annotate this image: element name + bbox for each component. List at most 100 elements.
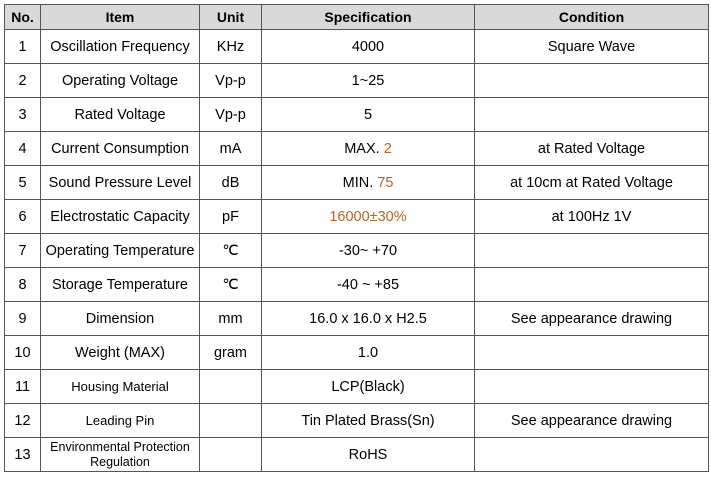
cell-item: Oscillation Frequency [40,29,200,64]
cell-item: Leading Pin [40,403,200,438]
spec-text: 1.0 [357,344,379,361]
cell-item: Rated Voltage [40,97,200,132]
cell-item: Dimension [40,301,200,336]
table-row: 1 Oscillation Frequency KHz 4000 Square … [4,29,709,64]
cell-condition [474,369,709,404]
cell-item: Storage Temperature [40,267,200,302]
header-specification: Specification [261,4,475,30]
table-row: 11 Housing Material LCP(Black) [4,369,709,404]
cell-no: 8 [4,267,41,302]
cell-spec: Tin Plated Brass(Sn) [261,403,475,438]
cell-unit: KHz [199,29,262,64]
cell-unit: mm [199,301,262,336]
specification-table: No. Item Unit Specification Condition 1 … [4,4,709,472]
spec-text: 16.0 x 16.0 x H2.5 [309,310,427,327]
spec-highlight: 75 [377,174,394,191]
spec-text: 5 [363,106,373,123]
spec-highlight: 16000±30% [329,208,407,225]
spec-text: LCP(Black) [331,378,405,395]
cell-condition [474,267,709,302]
cell-item: Housing Material [40,369,200,404]
spec-text: RoHS [348,446,388,463]
cell-spec: 4000 [261,29,475,64]
cell-item: Environmental Protection Regulation [40,437,200,472]
cell-no: 1 [4,29,41,64]
cell-no: 3 [4,97,41,132]
spec-text: 1~25 [351,72,385,89]
cell-condition [474,335,709,370]
header-no: No. [4,4,41,30]
spec-text: -30~ +70 [338,242,398,259]
cell-spec: MIN. 75 [261,165,475,200]
spec-text: Tin Plated Brass(Sn) [301,412,435,429]
cell-no: 6 [4,199,41,234]
cell-spec: LCP(Black) [261,369,475,404]
cell-condition: at Rated Voltage [474,131,709,166]
cell-condition: Square Wave [474,29,709,64]
cell-unit: gram [199,335,262,370]
cell-no: 7 [4,233,41,268]
cell-spec: -30~ +70 [261,233,475,268]
cell-spec: -40 ~ +85 [261,267,475,302]
cell-item: Weight (MAX) [40,335,200,370]
cell-unit: Vp-p [199,97,262,132]
cell-unit: mA [199,131,262,166]
cell-no: 9 [4,301,41,336]
cell-no: 4 [4,131,41,166]
table-row: 13 Environmental Protection Regulation R… [4,437,709,472]
table-row: 12 Leading Pin Tin Plated Brass(Sn) See … [4,403,709,438]
table-row: 5 Sound Pressure Level dB MIN. 75 at 10c… [4,165,709,200]
cell-no: 11 [4,369,41,404]
table-row: 9 Dimension mm 16.0 x 16.0 x H2.5 See ap… [4,301,709,336]
cell-unit: Vp-p [199,63,262,98]
spec-text: -40 ~ +85 [336,276,400,293]
spec-text: 4000 [351,38,385,55]
cell-no: 12 [4,403,41,438]
cell-condition [474,63,709,98]
spec-text: MAX. [344,140,384,157]
cell-item: Operating Temperature [40,233,200,268]
table-row: 7 Operating Temperature ℃ -30~ +70 [4,233,709,268]
cell-spec: MAX. 2 [261,131,475,166]
cell-condition: See appearance drawing [474,403,709,438]
cell-no: 2 [4,63,41,98]
cell-spec: 1~25 [261,63,475,98]
cell-unit: dB [199,165,262,200]
cell-unit: ℃ [199,267,262,302]
table-row: 6 Electrostatic Capacity pF 16000±30% at… [4,199,709,234]
cell-item: Sound Pressure Level [40,165,200,200]
table-row: 2 Operating Voltage Vp-p 1~25 [4,63,709,98]
cell-unit [199,437,262,472]
header-unit: Unit [199,4,262,30]
cell-unit [199,369,262,404]
cell-unit: pF [199,199,262,234]
cell-no: 10 [4,335,41,370]
cell-condition: at 10cm at Rated Voltage [474,165,709,200]
spec-text: MIN. [342,174,378,191]
cell-item: Current Consumption [40,131,200,166]
cell-item: Electrostatic Capacity [40,199,200,234]
table-row: 4 Current Consumption mA MAX. 2 at Rated… [4,131,709,166]
cell-condition [474,437,709,472]
cell-condition: at 100Hz 1V [474,199,709,234]
cell-condition: See appearance drawing [474,301,709,336]
cell-unit [199,403,262,438]
table-row: 3 Rated Voltage Vp-p 5 [4,97,709,132]
cell-no: 13 [4,437,41,472]
cell-item: Operating Voltage [40,63,200,98]
cell-spec: RoHS [261,437,475,472]
spec-highlight: 2 [383,140,392,157]
cell-no: 5 [4,165,41,200]
cell-spec: 16.0 x 16.0 x H2.5 [261,301,475,336]
header-condition: Condition [474,4,709,30]
cell-spec: 1.0 [261,335,475,370]
table-row: 10 Weight (MAX) gram 1.0 [4,335,709,370]
cell-condition [474,233,709,268]
cell-spec: 5 [261,97,475,132]
cell-spec: 16000±30% [261,199,475,234]
cell-unit: ℃ [199,233,262,268]
table-header-row: No. Item Unit Specification Condition [4,4,709,30]
header-item: Item [40,4,200,30]
cell-condition [474,97,709,132]
table-row: 8 Storage Temperature ℃ -40 ~ +85 [4,267,709,302]
